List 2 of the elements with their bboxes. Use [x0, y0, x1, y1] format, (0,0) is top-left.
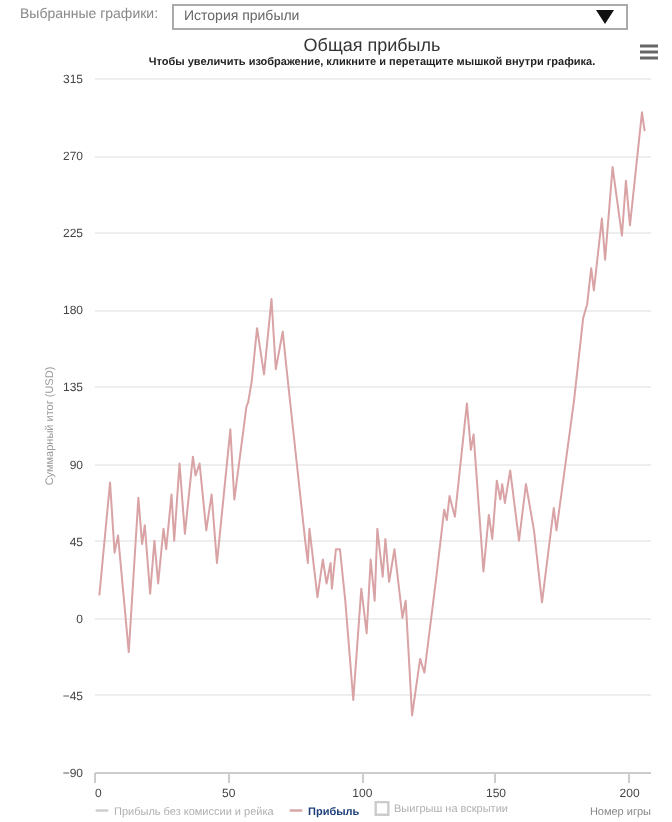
chart-title: Общая прибыль	[303, 35, 442, 55]
line-series	[98, 111, 646, 717]
